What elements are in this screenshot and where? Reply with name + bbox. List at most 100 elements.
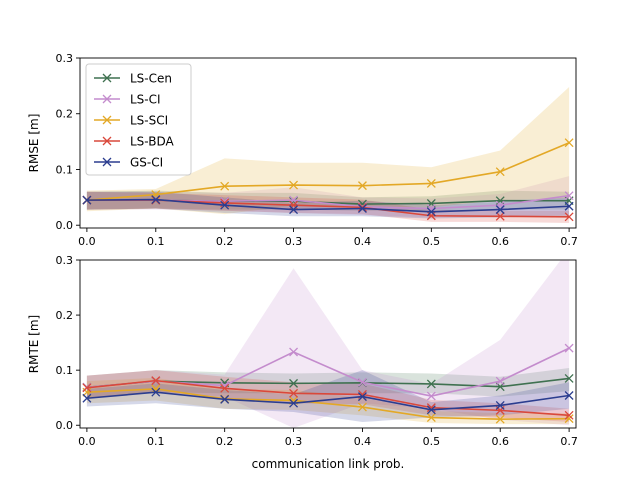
data-point (564, 138, 574, 148)
data-point (151, 384, 161, 394)
data-point (357, 181, 367, 191)
data-point (289, 205, 299, 215)
data-point (426, 391, 436, 401)
data-point (426, 405, 436, 415)
data-point (220, 196, 230, 206)
series-line-gs-ci (86, 391, 570, 411)
data-point (357, 377, 367, 387)
x-tick-label: 0.2 (216, 235, 234, 248)
series-line-ls-bda (86, 379, 570, 417)
y-tick-label: 0.0 (56, 219, 74, 232)
legend-label: GS-CI (130, 156, 163, 170)
x-tick-label: 0.7 (560, 435, 578, 448)
x-tick-label: 0.0 (78, 235, 96, 248)
data-point (220, 394, 230, 404)
data-point (357, 392, 367, 402)
legend-label: LS-CI (130, 93, 161, 107)
data-point (357, 202, 367, 212)
data-point (564, 191, 574, 201)
data-point (564, 201, 574, 211)
data-point (426, 207, 436, 217)
series-line-ls-sci (86, 141, 570, 201)
y-tick-label: 0.1 (56, 163, 74, 176)
data-point (495, 414, 505, 424)
rmse-chart: 0.0 0.1 0.2 0.3 0.4 0.5 0.6 0.7 0.0 0.1 0.2 0.3 RMSE… (27, 52, 578, 248)
band-ls-cen (86, 190, 570, 211)
data-point (495, 167, 505, 177)
legend-label: LS-Cen (130, 72, 172, 86)
data-point (357, 204, 367, 213)
data-point (82, 393, 92, 403)
x-tick-label: 0.1 (147, 235, 165, 248)
data-point (495, 211, 505, 221)
data-point (426, 211, 436, 221)
y-tick-label: 0.3 (56, 52, 74, 65)
axes-frame (79, 57, 577, 229)
x-axis-label: communication link prob. (252, 457, 405, 471)
data-point (289, 196, 299, 206)
data-point (495, 400, 505, 410)
data-point (220, 200, 230, 210)
x-tick-label: 0.2 (216, 435, 234, 448)
data-point (289, 180, 299, 190)
y-tick-label: 0.2 (56, 309, 74, 322)
y-axis-label: RMTE [m] (27, 315, 41, 373)
data-point (289, 347, 299, 357)
legend-marker (102, 73, 112, 83)
data-point (220, 383, 230, 393)
data-point (495, 376, 505, 386)
data-point (357, 402, 367, 412)
series-line-gs-ci (86, 198, 570, 213)
band-ls-sci (86, 377, 570, 425)
x-tick-label: 0.7 (560, 235, 578, 248)
legend-marker (102, 157, 112, 167)
data-point (220, 181, 230, 191)
data-point (564, 212, 574, 222)
data-point (426, 178, 436, 188)
data-point (495, 205, 505, 215)
legend: LS-Cen LS-CI LS-SCI LS-BDA GS-CI (85, 63, 192, 176)
data-point (564, 414, 574, 424)
x-tick-label: 0.5 (423, 435, 441, 448)
data-point (426, 379, 436, 389)
series-line-ls-sci (86, 388, 570, 420)
x-tick-label: 0.0 (78, 435, 96, 448)
x-tick-label: 0.6 (491, 235, 509, 248)
legend-marker (102, 136, 112, 146)
plot-area (82, 86, 574, 223)
data-point (289, 378, 299, 388)
data-point (82, 383, 92, 393)
data-point (564, 391, 574, 400)
data-point (151, 376, 161, 386)
data-point (564, 343, 574, 353)
plot-area (82, 260, 574, 428)
axes-frame (79, 259, 577, 429)
legend-box (85, 63, 192, 176)
x-tick-label: 0.4 (354, 235, 372, 248)
band-ls-sci (86, 86, 570, 215)
data-point (564, 410, 574, 420)
data-point (151, 195, 161, 205)
data-point (289, 398, 299, 408)
x-tick-label: 0.3 (285, 235, 303, 248)
legend-label: LS-BDA (130, 135, 174, 149)
legend-marker (102, 94, 112, 104)
x-tick-label: 0.5 (423, 235, 441, 248)
x-tick-label: 0.3 (285, 435, 303, 448)
y-tick-label: 0.1 (56, 364, 74, 377)
data-point (82, 195, 92, 205)
data-point (289, 388, 299, 398)
data-point (426, 413, 436, 422)
rmte-chart: 0.0 0.1 0.2 0.3 0.4 0.5 0.6 0.7 0.0 0.1 0.2 0.3 RMTE… (27, 254, 578, 471)
data-point (564, 373, 574, 383)
x-tick-label: 0.4 (354, 435, 372, 448)
y-axis-label: RMSE [m] (27, 114, 41, 173)
legend-marker (102, 115, 112, 125)
y-tick-label: 0.3 (56, 254, 74, 267)
y-tick-label: 0.2 (56, 108, 74, 121)
x-tick-label: 0.6 (491, 435, 509, 448)
data-point (151, 387, 161, 397)
y-tick-label: 0.0 (56, 419, 74, 432)
legend-label: LS-SCI (130, 114, 168, 128)
